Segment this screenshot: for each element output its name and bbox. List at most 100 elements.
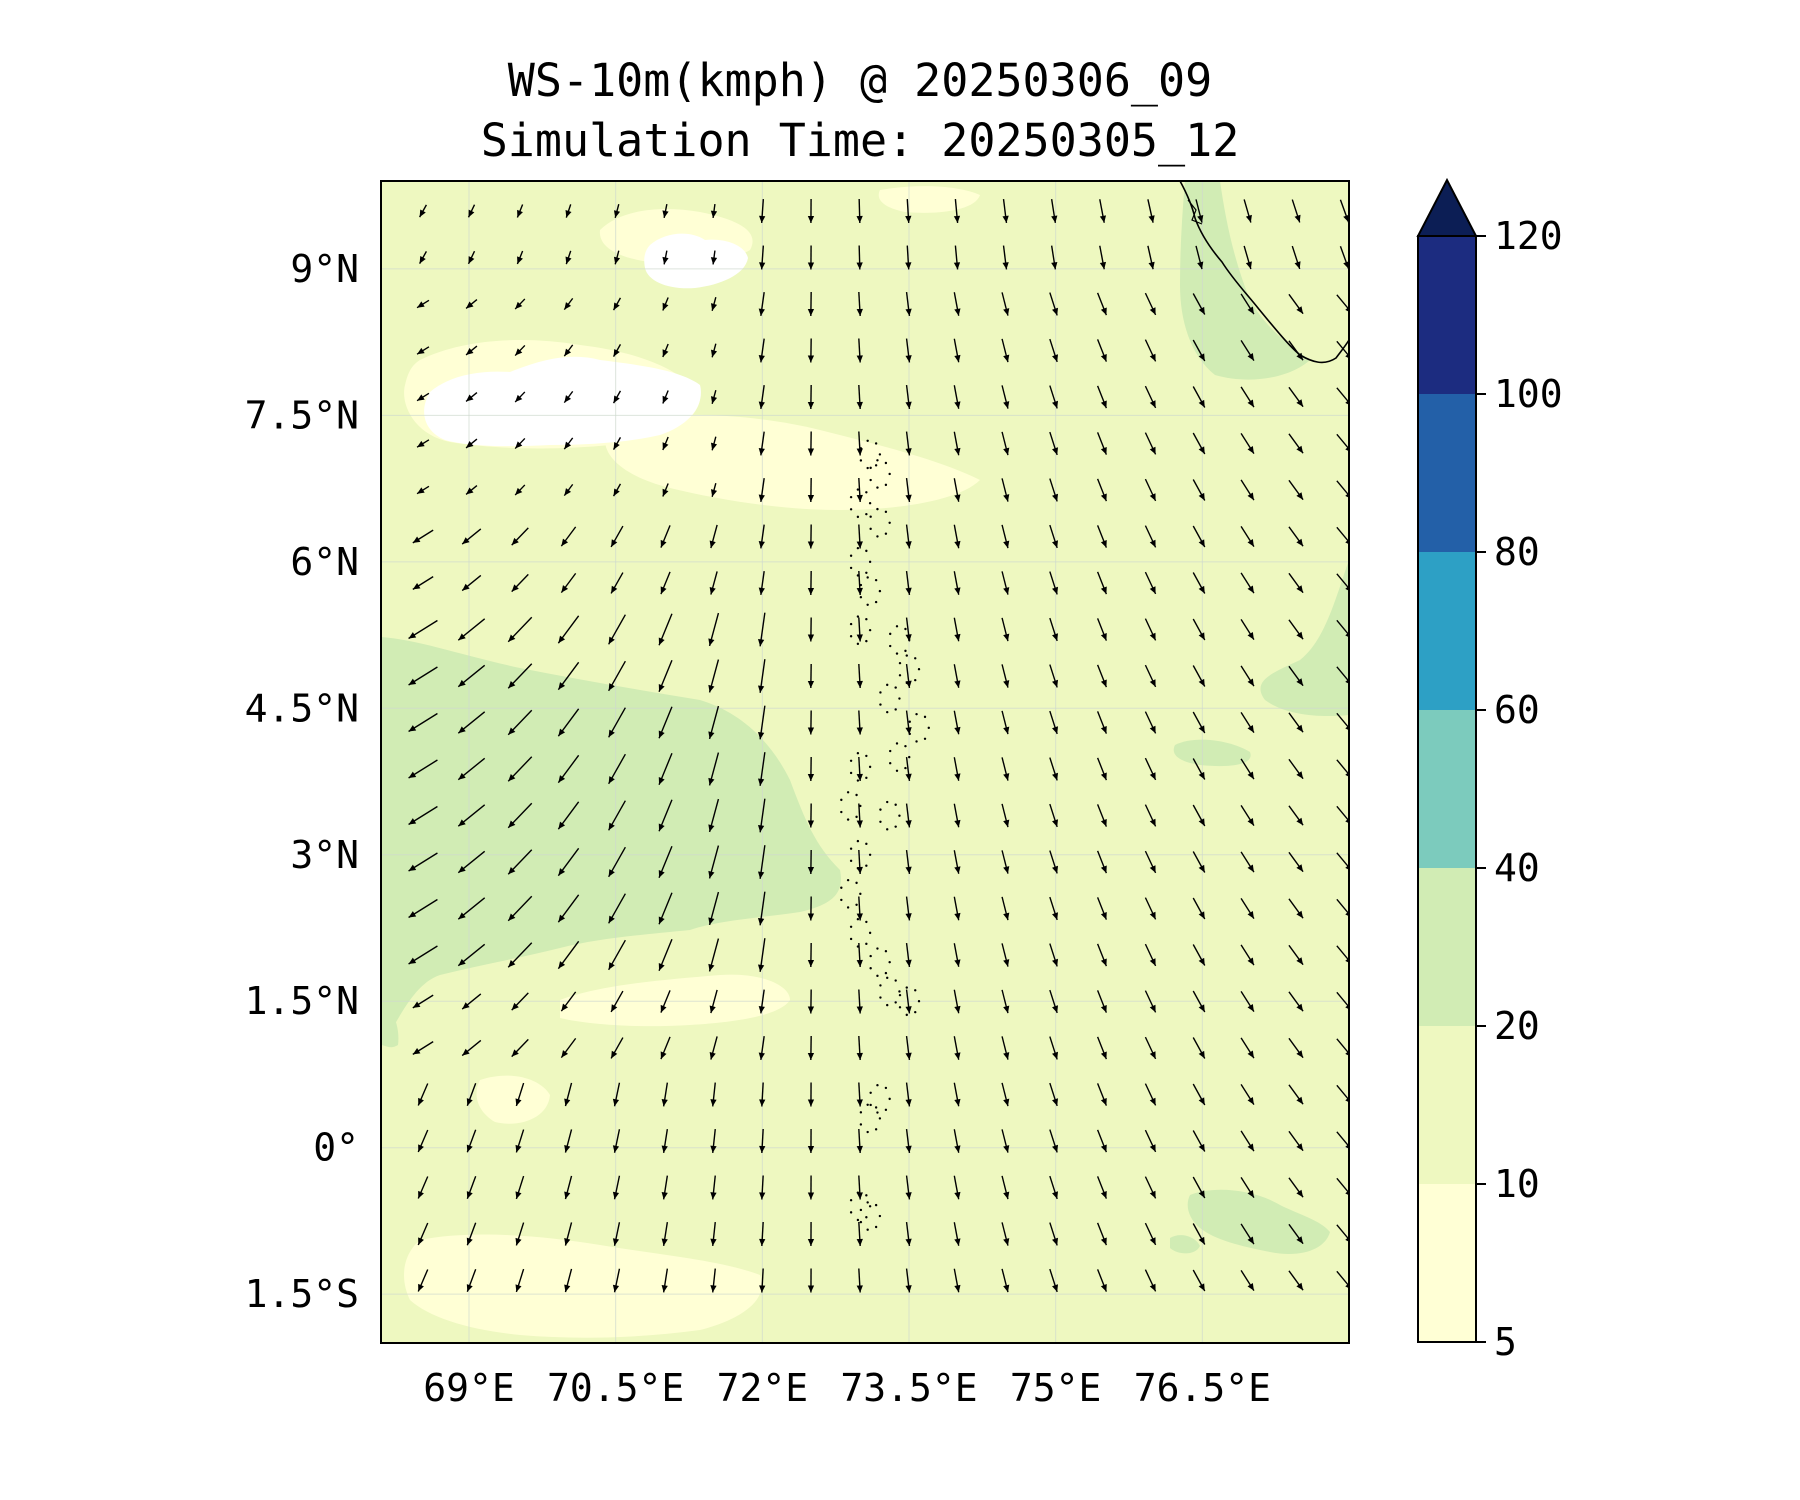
wind-arrow — [514, 437, 526, 450]
wind-arrow — [660, 990, 671, 1013]
island-dot — [865, 864, 868, 867]
island-dot — [859, 1208, 863, 1212]
wind-arrow — [905, 431, 912, 456]
island-dot — [849, 622, 853, 626]
wind-arrow — [1049, 664, 1059, 688]
wind-arrow — [416, 346, 430, 355]
wind-arrow — [1192, 479, 1206, 501]
island-dot — [884, 532, 888, 535]
wind-arrow — [661, 1268, 669, 1293]
island-dot — [840, 886, 843, 889]
wind-arrow — [905, 245, 912, 270]
wind-arrow — [1288, 898, 1304, 919]
wind-arrow — [412, 576, 434, 590]
wind-arrow — [1192, 618, 1206, 641]
wind-arrow — [1240, 804, 1255, 827]
wind-arrow — [661, 1129, 669, 1153]
wind-arrow — [412, 994, 434, 1009]
wind-arrow — [757, 705, 766, 740]
wind-arrow — [905, 1268, 912, 1293]
wind-arrow — [1192, 1130, 1206, 1152]
wind-arrow — [1001, 385, 1010, 409]
wind-arrow — [465, 345, 478, 356]
wind-arrow — [710, 390, 718, 404]
wind-arrow — [905, 1175, 912, 1200]
wind-arrow — [757, 938, 766, 972]
wind-arrow — [708, 659, 720, 693]
wind-arrow — [658, 939, 673, 971]
wind-arrow — [1192, 572, 1206, 594]
wind-arrow — [1096, 571, 1108, 595]
island-dot — [855, 815, 858, 819]
wind-arrow — [1096, 664, 1108, 688]
lon-tick-label: 73.5°E — [840, 1366, 977, 1410]
island-dot — [876, 974, 879, 978]
wind-arrow — [856, 477, 863, 503]
wind-arrow — [416, 392, 430, 402]
island-dot — [855, 881, 858, 885]
wind-arrow — [1192, 1269, 1206, 1292]
island-dot — [866, 603, 869, 606]
wind-arrow — [560, 572, 577, 594]
longitude-axis: 69°E 70.5°E 72°E 73.5°E 75°E 76.5°E — [423, 1366, 1271, 1410]
wind-arrow — [1339, 199, 1349, 223]
wind-arrow — [612, 1082, 621, 1107]
wind-arrow — [417, 1176, 429, 1199]
island-dot — [849, 925, 853, 929]
wind-arrow — [507, 849, 533, 875]
wind-arrow — [465, 392, 478, 402]
wind-arrow — [658, 706, 673, 739]
maldives-islands — [840, 439, 930, 1231]
wind-arrow — [905, 664, 912, 688]
wind-arrow — [1240, 386, 1255, 408]
wind-arrow — [708, 705, 720, 740]
contour-20-40-east-small — [1173, 739, 1251, 767]
wind-arrow — [1049, 617, 1059, 642]
wind-arrow — [610, 572, 624, 594]
island-dot — [884, 483, 888, 487]
wind-arrow — [905, 338, 912, 363]
wind-arrow — [412, 529, 434, 544]
island-dot — [894, 803, 897, 806]
wind-arrow — [1049, 431, 1059, 456]
wind-arrow — [612, 483, 622, 497]
wind-arrow — [610, 1037, 624, 1059]
island-dot — [895, 769, 899, 772]
wind-arrow — [1288, 1223, 1304, 1245]
wind-arrow — [466, 1269, 477, 1292]
lat-tick-label: 9°N — [290, 247, 359, 291]
wind-arrow — [953, 710, 961, 735]
wind-arrow — [1144, 1083, 1157, 1106]
wind-arrow — [1096, 525, 1108, 548]
wind-arrow — [1099, 245, 1107, 270]
wind-arrow — [557, 754, 580, 784]
wind-arrow — [660, 525, 671, 548]
island-dot — [869, 1103, 872, 1107]
island-dot — [894, 825, 897, 828]
wind-arrow — [1144, 1222, 1157, 1246]
wind-arrow — [461, 574, 482, 592]
wind-arrow — [905, 896, 912, 921]
wind-arrow — [1288, 619, 1304, 640]
island-dot — [904, 744, 907, 748]
wind-arrow — [514, 391, 526, 403]
wind-arrow — [1001, 617, 1010, 642]
contour-20-40-northeast — [1180, 181, 1310, 380]
wind-arrow — [610, 525, 624, 548]
wind-arrow — [565, 204, 572, 218]
wind-arrow — [1288, 991, 1304, 1012]
wind-arrow — [807, 338, 815, 363]
wind-arrow — [1050, 199, 1058, 223]
wind-arrow — [1096, 478, 1108, 502]
wind-arrow — [1192, 339, 1206, 362]
wind-arrow — [807, 989, 815, 1014]
wind-arrow — [1240, 758, 1255, 780]
island-dot — [888, 1097, 891, 1101]
wind-arrow — [1001, 664, 1010, 688]
wind-arrow — [1144, 664, 1157, 688]
wind-arrow — [457, 711, 486, 734]
island-dot — [889, 632, 892, 636]
island-dot — [865, 842, 868, 846]
colorbar-tick-label: 120 — [1494, 214, 1563, 258]
wind-arrow — [507, 663, 533, 689]
